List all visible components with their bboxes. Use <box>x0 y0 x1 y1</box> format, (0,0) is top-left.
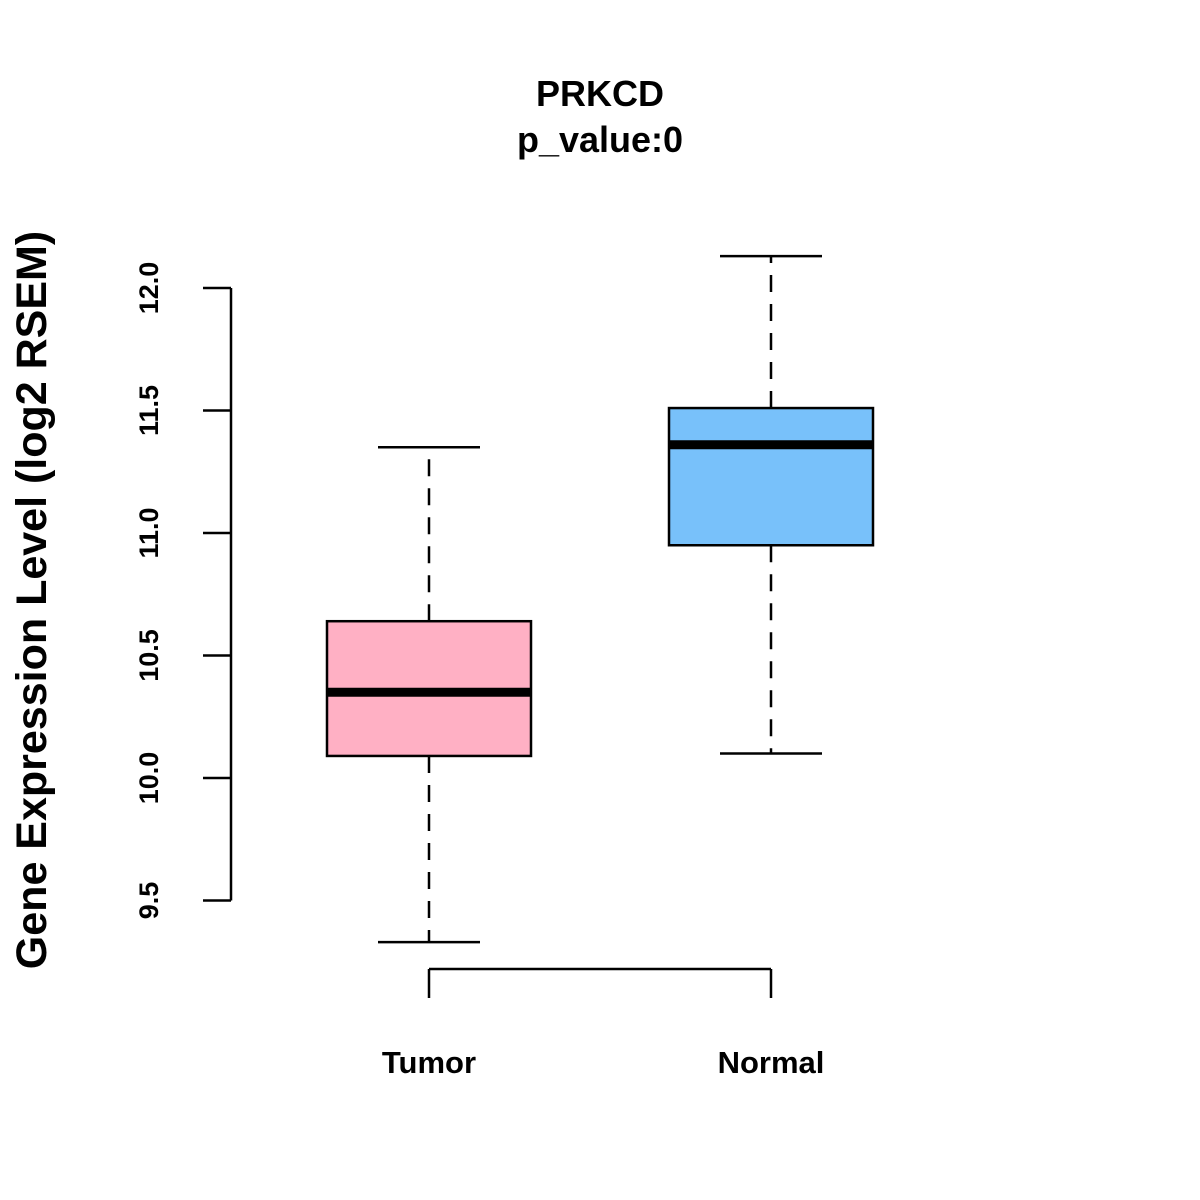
box-normal <box>667 254 875 755</box>
chart-subtitle: p_value:0 <box>517 119 683 160</box>
y-tick-label: 10.0 <box>134 752 164 805</box>
y-tick-label: 12.0 <box>134 262 164 315</box>
y-tick-label: 10.5 <box>134 629 164 682</box>
y-axis-label: Gene Expression Level (log2 RSEM) <box>8 231 56 969</box>
x-tick-label: Tumor <box>382 1045 476 1080</box>
y-tick-label: 11.5 <box>134 385 164 436</box>
x-tick-label: Normal <box>718 1045 825 1080</box>
y-tick-label: 11.0 <box>134 507 164 558</box>
y-axis: 9.5 10.0 10.5 11.0 11.5 12.0 <box>134 262 233 920</box>
x-axis: Tumor Normal <box>382 967 825 1080</box>
chart-title: PRKCD <box>536 73 664 114</box>
iqr-box <box>667 406 875 547</box>
boxes <box>325 254 875 944</box>
y-tick-label: 9.5 <box>134 882 164 920</box>
box-tumor <box>325 446 533 944</box>
